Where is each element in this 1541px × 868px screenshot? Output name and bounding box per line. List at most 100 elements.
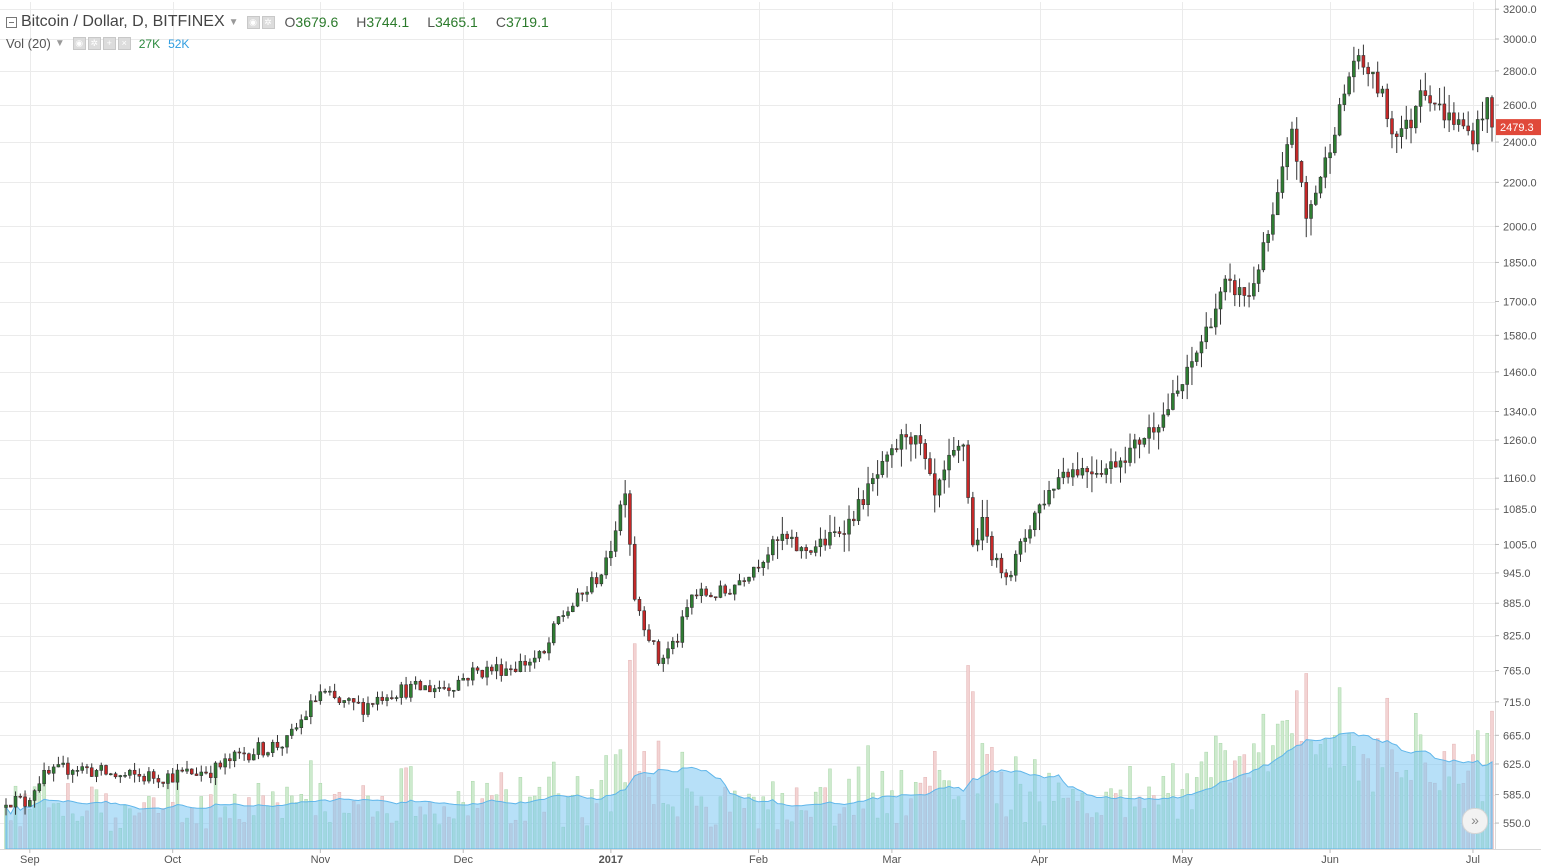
candle-body [213,762,218,778]
candle-body [775,539,780,541]
candle-body [704,588,708,596]
candle-body [1328,152,1332,159]
y-axis-tick-label: 1700.0 [1503,297,1537,309]
candle-body [318,691,323,702]
candle-body [313,700,318,703]
candle-body [904,434,908,438]
low-value: 3465.1 [434,14,478,30]
candle-body [1404,119,1409,129]
candle-body [747,576,751,582]
candle-body [932,473,937,496]
candle-body [547,642,551,654]
candle-body [309,700,313,717]
candle-body [437,687,442,689]
eye-icon[interactable]: ◉ [72,37,86,50]
price-axis[interactable]: 3200.0 3000.0 2800.0 2600.0 2400.0 2200.0 2000… [1495,4,1537,830]
candle-body [466,677,470,681]
candle-body [461,677,466,681]
y-axis-tick-label: 1260.0 [1503,435,1537,447]
plus-icon[interactable]: + [102,37,116,50]
candle-body [328,690,332,693]
candle-body [1099,473,1104,475]
candle-body [256,742,261,755]
volume-title[interactable]: Vol (20) [6,36,51,51]
candle-body [542,651,546,654]
candle-body [1271,214,1275,235]
candle-body [1199,341,1204,354]
candle-body [942,469,947,481]
chevron-down-icon[interactable]: ▼ [228,16,239,28]
candle-body [1080,467,1085,476]
symbol-title[interactable]: Bitcoin / Dollar, D, BITFINEX [21,13,225,30]
grid-lines [0,2,1495,849]
candle-body [1385,88,1389,120]
candle-body [561,615,566,617]
candle-body [156,778,161,783]
candle-body [742,580,747,582]
candle-body [551,623,556,644]
chevron-down-icon[interactable]: ▼ [54,38,65,49]
candle-body [1352,60,1356,78]
candle-body [304,716,308,721]
candle-body [404,684,408,698]
candle-body [928,458,932,474]
candle-body [1275,192,1280,216]
candle-body [294,727,299,730]
y-axis-tick-label: 2800.0 [1503,66,1537,78]
x-axis-tick-label: Nov [311,854,331,866]
candle-body [1223,278,1228,293]
candle-body [475,667,480,671]
candle-body [270,741,275,753]
x-axis-tick-label: Apr [1031,854,1048,866]
y-axis-tick-label: 2200.0 [1503,177,1537,189]
time-axis[interactable]: Sep Oct Nov Dec 2017 Feb Mar Apr May Jun Jul [20,849,1480,866]
candle-body [1085,467,1089,473]
eye-icon[interactable]: ◉ [246,15,260,29]
candle-body [1447,112,1451,121]
candle-body [937,479,942,496]
candle-body [523,660,527,666]
candle-body [618,504,623,532]
candle-body [94,770,99,777]
candle-body [1204,326,1209,343]
last-price-label: 2479.3 [1500,122,1534,134]
candle-body [1323,157,1328,178]
candle-body [1266,233,1270,243]
y-axis-tick-label: 665.0 [1503,730,1531,742]
y-axis-tick-label: 2400.0 [1503,137,1537,149]
close-icon[interactable]: × [117,37,131,50]
candle-body [799,547,804,552]
candle-body [594,577,599,585]
candle-body [1442,103,1447,121]
gear-icon[interactable]: ✲ [261,15,275,29]
candle-body [1013,553,1018,576]
candle-body [118,775,123,778]
y-axis-tick-label: 1580.0 [1503,330,1537,342]
candle-body [1066,471,1070,478]
candle-body [894,448,899,450]
candle-body [923,443,928,459]
candle-body [1180,384,1185,392]
gear-icon[interactable]: ✲ [87,37,101,50]
candle-body [42,769,46,785]
collapse-icon[interactable] [6,16,17,28]
candle-body [218,762,223,768]
candle-body [651,640,656,642]
candle-body [32,790,37,801]
candle-body [51,766,56,774]
candle-body [499,664,504,676]
candle-body [766,554,770,563]
candle-body [209,772,213,778]
candle-body [261,742,265,756]
candle-body [1128,447,1132,463]
candle-body [104,765,108,775]
scroll-to-realtime-button[interactable]: » [1462,808,1488,834]
candle-body [185,768,189,772]
candle-body [709,594,713,598]
candle-body [556,616,561,625]
candle-body [761,561,766,568]
candle-body [647,629,651,641]
candle-body [890,448,894,456]
x-axis-tick-label: 2017 [599,854,623,866]
